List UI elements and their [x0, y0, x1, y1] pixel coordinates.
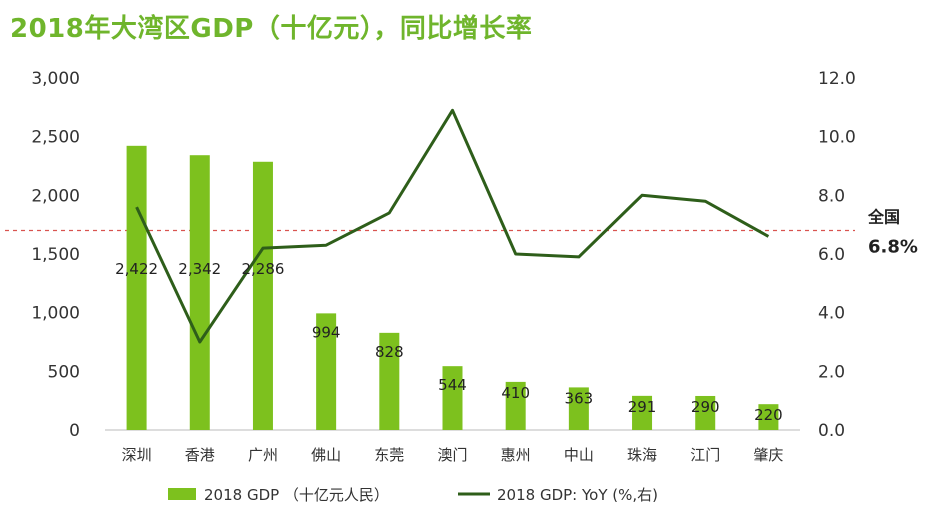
y-left-tick-label: 1,000 [31, 304, 80, 324]
category-label: 惠州 [501, 446, 531, 464]
category-label: 广州 [248, 446, 278, 464]
gdp-bar [316, 313, 337, 430]
yoy-growth-line [135, 108, 770, 344]
gdp-data-label: 220 [754, 406, 783, 424]
y-right-tick-label: 0.0 [818, 421, 845, 441]
category-label: 澳门 [437, 446, 467, 464]
legend-line-label: 2018 GDP: YoY (%,右) [497, 486, 658, 504]
y-right-tick-label: 8.0 [818, 186, 845, 206]
category-label: 珠海 [627, 446, 657, 464]
y-right-tick-label: 2.0 [818, 362, 845, 382]
gdp-data-label: 2,422 [115, 260, 158, 278]
gdp-data-label: 2,342 [178, 260, 221, 278]
gdp-bar [632, 395, 653, 430]
chart-title: 2018年大湾区GDP（十亿元），同比增长率 [10, 14, 533, 44]
gdp-bar [442, 366, 463, 430]
gdp-bar [126, 145, 147, 430]
category-label: 肇庆 [753, 446, 783, 464]
gdp-bar [252, 161, 273, 430]
gdp-bar [758, 404, 779, 430]
gdp-bar [695, 395, 716, 430]
gdp-bar [505, 381, 526, 430]
gdp-data-label: 544 [438, 376, 467, 394]
gdp-data-label: 290 [691, 398, 720, 416]
y-right-tick-label: 4.0 [818, 304, 845, 324]
category-label: 佛山 [311, 446, 341, 464]
y-right-tick-label: 6.0 [818, 245, 845, 265]
y-left-tick-label: 3,000 [31, 69, 80, 89]
category-label: 中山 [564, 446, 594, 464]
y-right-tick-label: 10.0 [818, 128, 856, 148]
category-label: 香港 [185, 446, 215, 464]
gdp-data-label: 2,286 [241, 260, 284, 278]
category-label: 东莞 [374, 446, 404, 464]
y-left-tick-label: 0 [69, 421, 80, 441]
legend-bar-swatch [168, 488, 196, 500]
gdp-bar [568, 387, 589, 430]
category-label: 江门 [690, 446, 720, 464]
gdp-data-label: 363 [565, 389, 594, 407]
national-average-label: 全国 [867, 208, 900, 227]
y-left-tick-label: 2,500 [31, 128, 80, 148]
y-left-tick-label: 2,000 [31, 186, 80, 206]
y-left-tick-label: 500 [48, 362, 80, 382]
category-label: 深圳 [122, 446, 152, 464]
gdp-bar [379, 332, 400, 430]
y-right-tick-label: 12.0 [818, 69, 856, 89]
national-average-value: 6.8% [868, 237, 918, 258]
gdp-data-label: 291 [628, 398, 657, 416]
y-left-tick-label: 1,500 [31, 245, 80, 265]
gdp-data-label: 828 [375, 343, 404, 361]
gdp-data-label: 410 [501, 384, 530, 402]
gdp-data-label: 994 [312, 323, 341, 341]
legend-bar-label: 2018 GDP （十亿元人民） [204, 486, 389, 504]
gdp-bar [189, 155, 210, 431]
